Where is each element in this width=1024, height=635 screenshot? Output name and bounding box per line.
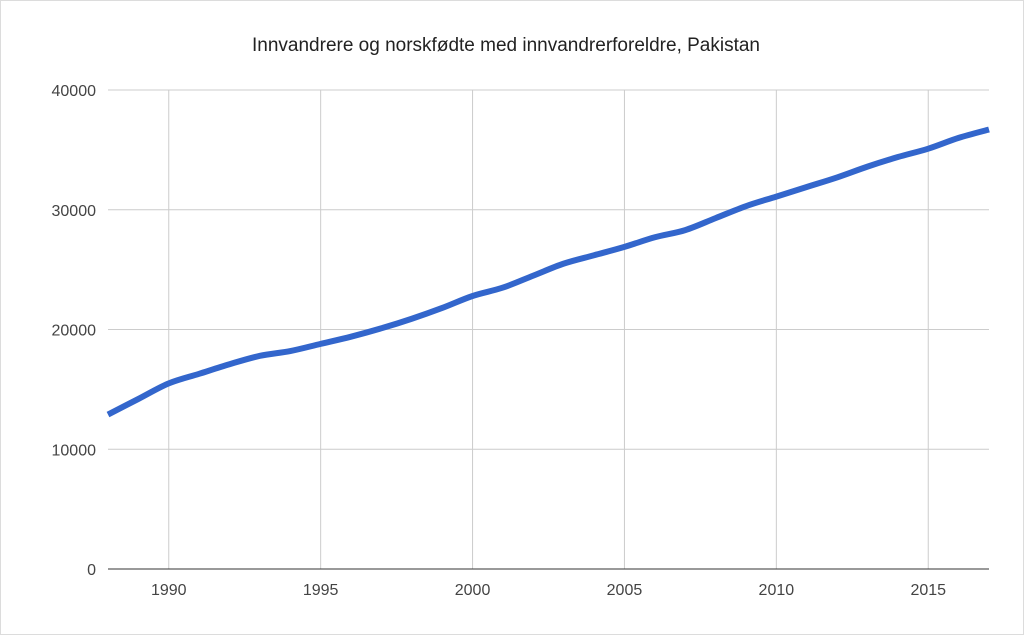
data-point (804, 184, 810, 190)
y-tick-label: 20000 (52, 323, 97, 340)
data-point (864, 164, 870, 170)
data-point (227, 361, 233, 367)
y-tick-label: 30000 (52, 203, 97, 220)
x-tick-label: 2005 (607, 582, 643, 599)
y-tick-label: 0 (87, 562, 96, 579)
x-tick-label: 1990 (151, 582, 187, 599)
data-point (166, 380, 172, 386)
data-point (500, 285, 506, 291)
data-point (257, 353, 263, 359)
y-tick-label: 10000 (52, 442, 97, 459)
x-tick-label: 2010 (759, 582, 795, 599)
data-point (621, 244, 627, 250)
data-point (561, 261, 567, 267)
data-point (135, 396, 141, 402)
data-point (105, 412, 111, 418)
data-point (713, 215, 719, 221)
data-point (348, 334, 354, 340)
x-tick-label: 1995 (303, 582, 339, 599)
data-point (287, 348, 293, 354)
series-layer (105, 126, 992, 418)
data-point (773, 194, 779, 200)
tick-labels: 0 10000 20000 30000 40000 1990 1995 2000 2005 201… (52, 83, 947, 599)
data-point (986, 127, 992, 133)
data-point (409, 316, 415, 322)
data-point (591, 252, 597, 258)
data-point (196, 371, 202, 377)
chart-title: Innvandrere og norskfødte med innvandrer… (252, 35, 760, 56)
y-tick-label: 40000 (52, 83, 97, 100)
series-line (106, 126, 990, 418)
data-point (378, 325, 384, 331)
data-point (682, 227, 688, 233)
data-point (318, 341, 324, 347)
data-point (652, 234, 658, 240)
data-point (530, 273, 536, 279)
data-point (925, 146, 931, 152)
data-point (439, 305, 445, 311)
data-point (834, 174, 840, 180)
data-point (895, 154, 901, 160)
grid-lines (108, 89, 989, 569)
data-point (470, 293, 476, 299)
data-point (743, 203, 749, 209)
x-tick-label: 2000 (455, 582, 491, 599)
x-tick-label: 2015 (910, 582, 946, 599)
data-point (956, 135, 962, 141)
